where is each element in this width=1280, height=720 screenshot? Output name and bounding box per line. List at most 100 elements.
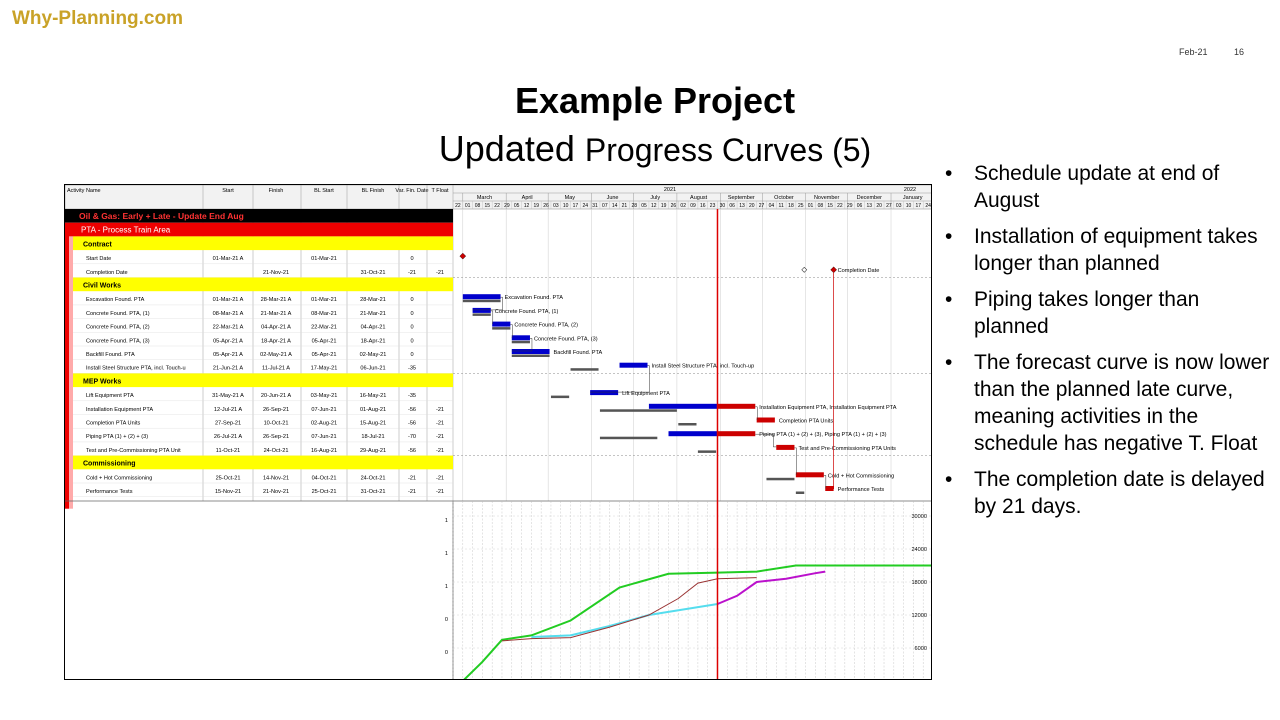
- wbs-left-band: [65, 223, 69, 509]
- activity-variance: 0: [410, 297, 413, 303]
- activity-start: 15-Nov-21: [215, 489, 241, 495]
- timescale-week: 15: [827, 203, 833, 209]
- timescale-week: 06: [857, 203, 863, 209]
- activity-variance: -35: [408, 393, 416, 399]
- timescale-week: 31: [592, 203, 598, 209]
- timescale-week: 12: [651, 203, 657, 209]
- timescale-week: 04: [769, 203, 775, 209]
- timescale-week: 19: [533, 203, 539, 209]
- activity-bl-finish: 18-Jul-21: [361, 434, 384, 440]
- timescale-week: 02: [680, 203, 686, 209]
- activity-variance: -21: [408, 489, 416, 495]
- column-header: Start: [222, 188, 234, 194]
- gantt-baseline-bar: [463, 300, 501, 303]
- gantt-baseline-bar: [551, 396, 569, 399]
- activity-start: 08-Mar-21 A: [213, 311, 244, 317]
- activity-bl-start: 07-Jun-21: [311, 407, 336, 413]
- gantt-bar-label: Completion Date: [838, 268, 880, 274]
- gantt-remaining-bar: [776, 445, 794, 450]
- timescale-month: December: [857, 195, 883, 201]
- gantt-actual-bar: [669, 431, 718, 436]
- timescale-week: 29: [847, 203, 853, 209]
- gantt-actual-bar: [473, 308, 491, 313]
- activity-variance: 0: [410, 325, 413, 331]
- gantt-actual-bar: [590, 390, 618, 395]
- gantt-actual-bar: [512, 349, 550, 354]
- activity-total-float: -21: [436, 407, 444, 413]
- timescale-week: 27: [759, 203, 765, 209]
- activity-bl-start: 17-May-21: [311, 366, 338, 372]
- column-header: Var. Fin. Date: [395, 188, 428, 194]
- gantt-actual-bar: [492, 322, 510, 327]
- curve-right-tick: 18000: [911, 580, 927, 586]
- activity-finish: 21-Nov-21: [263, 270, 289, 276]
- curve-right-tick: 24000: [911, 547, 927, 553]
- gantt-bar-label: Install Steel Structure PTA, incl. Touch…: [652, 364, 755, 370]
- gantt-actual-bar: [649, 404, 718, 409]
- activity-bl-finish: 15-Aug-21: [360, 421, 386, 427]
- activity-start: 12-Jul-21 A: [214, 407, 243, 413]
- activity-bl-finish: 21-Mar-21: [360, 311, 386, 317]
- timescale-month: June: [607, 195, 619, 201]
- activity-name: Start Date: [86, 256, 111, 262]
- slide-page-number: 16: [1234, 47, 1244, 57]
- activity-bl-start: 05-Apr-21: [312, 352, 337, 358]
- gantt-remaining-bar: [757, 418, 775, 423]
- column-header: Activity Name: [67, 188, 101, 194]
- gantt-bar-label: Completion PTA Units: [779, 419, 834, 425]
- activity-finish: 10-Oct-21: [264, 421, 289, 427]
- activity-finish: 21-Nov-21: [263, 489, 289, 495]
- timescale-month: May: [565, 195, 576, 201]
- activity-start: 11-Oct-21: [216, 448, 240, 454]
- timescale-week: 14: [612, 203, 618, 209]
- timescale-week: 20: [876, 203, 882, 209]
- timescale-week: 03: [896, 203, 902, 209]
- slide-title: Example Project: [400, 80, 910, 122]
- activity-name: Completion PTA Units: [86, 421, 141, 427]
- activity-bl-finish: 24-Oct-21: [361, 475, 386, 481]
- timescale-week: 17: [916, 203, 922, 209]
- gantt-remaining-bar: [717, 431, 755, 436]
- group-row-label: Civil Works: [83, 283, 121, 290]
- slide-subtitle: Updated Progress Curves (5): [390, 128, 920, 170]
- activity-name: Test and Pre-Commissioning PTA Unit: [86, 448, 181, 454]
- timescale-year: 2022: [904, 187, 916, 193]
- completion-milestone: [831, 267, 837, 273]
- activity-name: Performance Tests: [86, 489, 133, 495]
- activity-start: 01-Mar-21 A: [213, 297, 244, 303]
- activity-variance: -56: [408, 448, 416, 454]
- activity-bl-start: 01-Mar-21: [311, 297, 337, 303]
- activity-variance: -21: [408, 475, 416, 481]
- timescale-week: 08: [818, 203, 824, 209]
- activity-finish: 26-Sep-21: [263, 434, 289, 440]
- activity-name: Piping PTA (1) + (2) + (3): [86, 434, 148, 440]
- activity-name: Concrete Found. PTA, (2): [86, 325, 150, 331]
- gantt-actual-bar: [512, 335, 530, 340]
- activity-start: 25-Oct-21: [216, 475, 241, 481]
- timescale-week: 22: [837, 203, 843, 209]
- activity-variance: 0: [410, 352, 413, 358]
- activity-total-float: -21: [436, 448, 444, 454]
- gantt-baseline-bar: [512, 355, 550, 358]
- gantt-remaining-bar: [796, 472, 824, 477]
- group-row-bg: [73, 373, 453, 387]
- activity-start: 01-Mar-21 A: [213, 256, 244, 262]
- activity-name: Backfill Found. PTA: [86, 352, 135, 358]
- activity-variance: -56: [408, 407, 416, 413]
- bullet-item: Installation of equipment takes longer t…: [942, 223, 1272, 277]
- activity-name: Install Steel Structure PTA, incl. Touch…: [86, 366, 186, 372]
- timescale-week: 13: [867, 203, 873, 209]
- gantt-actual-bar: [620, 363, 648, 368]
- timescale-week: 07: [602, 203, 608, 209]
- activity-bl-start: 02-Aug-21: [311, 421, 337, 427]
- activity-bl-start: 07-Jun-21: [311, 434, 336, 440]
- group-row-bg: [73, 278, 453, 292]
- curve-left-tick: 1: [445, 584, 448, 590]
- timescale-month: October: [774, 195, 794, 201]
- bullet-item: Piping takes longer than planned: [942, 286, 1272, 340]
- project-row-label: Oil & Gas: Early + Late - Update End Aug: [79, 211, 244, 221]
- start-milestone: [460, 253, 466, 259]
- timescale-week: 11: [779, 203, 784, 209]
- activity-name: Excavation Found. PTA: [86, 297, 145, 303]
- activity-finish: 14-Nov-21: [263, 475, 289, 481]
